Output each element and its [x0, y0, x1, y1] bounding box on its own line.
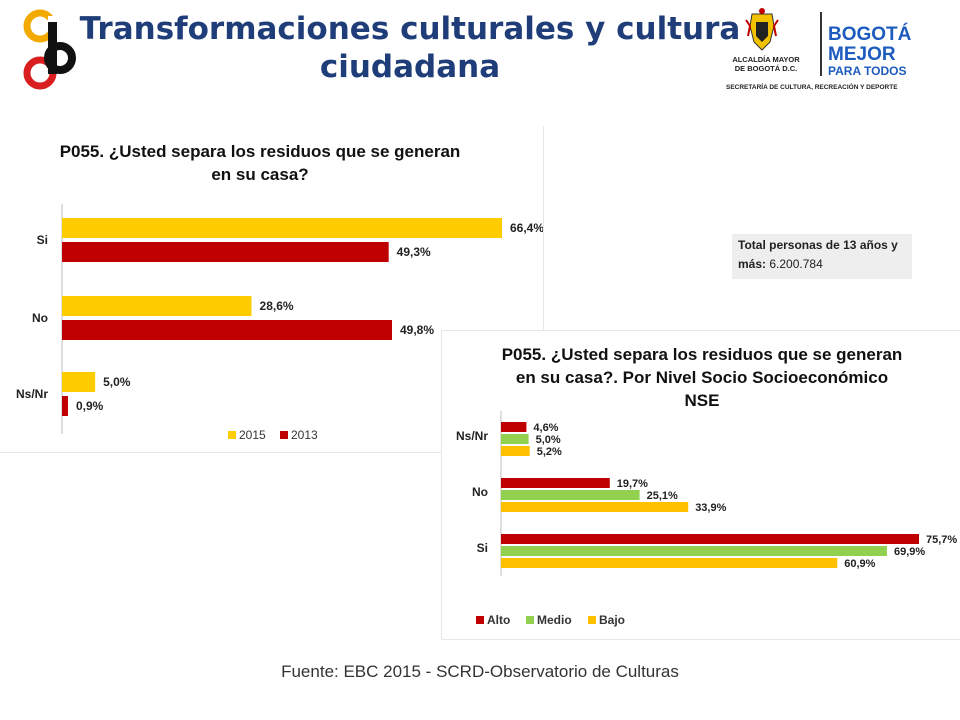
- gov-slogan3: PARA TODOS: [828, 64, 906, 78]
- chart2-legend-swatch: [588, 616, 596, 624]
- chart1-bar: [62, 218, 502, 238]
- chart2-title: P055. ¿Usted separa los residuos que se …: [462, 343, 942, 412]
- chart2-data-label: 25,1%: [647, 490, 678, 502]
- chart2-bar: [501, 546, 887, 556]
- chart2-data-label: 4,6%: [533, 422, 558, 434]
- chart1-data-label: 66,4%: [510, 221, 543, 235]
- chart2-category-label: No: [472, 485, 488, 499]
- chart2-title-line2: en su casa?. Por Nivel Socio Socioeconóm…: [515, 368, 889, 387]
- chart2-bar: [501, 558, 838, 568]
- coat-of-arms-icon: [745, 8, 779, 51]
- chart2-title-line1: P055. ¿Usted separa los residuos que se …: [501, 345, 903, 364]
- gov-slogan2: MEJOR: [828, 44, 896, 65]
- page-title-line1: Transformaciones culturales y cultura: [79, 11, 741, 47]
- chart1-bar: [62, 396, 68, 416]
- gov-line2: DE BOGOTÁ D.C.: [735, 64, 798, 73]
- chart1-data-label: 49,3%: [397, 245, 431, 259]
- gov-secretaria: SECRETARÍA DE CULTURA, RECREACIÓN Y DEPO…: [726, 82, 898, 91]
- chart1-category-label: Ns/Nr: [16, 387, 48, 401]
- population-label: Total personas de 13 años y más:: [738, 238, 898, 271]
- chart1-title-line1: P055. ¿Usted separa los residuos que se …: [59, 142, 461, 161]
- gov-line1: ALCALDÍA MAYOR: [732, 55, 800, 64]
- chart1-legend-swatch: [228, 431, 236, 439]
- chart-panel-nse: P055. ¿Usted separa los residuos que se …: [441, 330, 960, 640]
- chart1-title-line2: en su casa?: [211, 165, 309, 184]
- chart1-legend-label: 2013: [291, 428, 318, 442]
- chart2-legend-swatch: [476, 616, 484, 624]
- chart1-category-label: Si: [37, 233, 48, 247]
- chart1-category-label: No: [32, 311, 48, 325]
- chart1-legend-swatch: [280, 431, 288, 439]
- population-value: 6.200.784: [769, 257, 823, 271]
- chart1-legend-label: 2015: [239, 428, 266, 442]
- chart2-legend-label: Alto: [487, 613, 510, 627]
- page-title: Transformaciones culturales y cultura ci…: [60, 10, 760, 86]
- chart2-data-label: 19,7%: [617, 478, 648, 490]
- chart1-data-label: 0,9%: [76, 399, 104, 413]
- chart2-category-label: Ns/Nr: [456, 429, 488, 443]
- brand-logo: [18, 8, 78, 92]
- chart1-bar: [62, 242, 389, 262]
- chart2-data-label: 5,2%: [537, 446, 562, 458]
- chart2-title-line3: NSE: [684, 391, 720, 410]
- chart2-legend-swatch: [526, 616, 534, 624]
- chart2-bar: [501, 534, 919, 544]
- chart2-legend-label: Bajo: [599, 613, 625, 627]
- gov-slogan1: BOGOTÁ: [828, 23, 912, 45]
- chart2-plot: Ns/Nr 4,6%5,0%5,2% No 19,7%25,1% 33,9% Si 75,7…: [456, 411, 957, 627]
- chart1-bar: [62, 320, 392, 340]
- chart2-data-label: 33,9%: [695, 502, 726, 514]
- chart2-data-label: 60,9%: [844, 558, 875, 570]
- chart2-bar: [501, 422, 527, 432]
- government-logo: ALCALDÍA MAYOR DE BOGOTÁ D.C. BOGOTÁ MEJ…: [718, 6, 946, 94]
- chart2-legend-label: Medio: [537, 613, 572, 627]
- chart1-title: P055. ¿Usted separa los residuos que se …: [20, 140, 500, 186]
- chart2-bar: [501, 502, 689, 512]
- chart2-data-label: 75,7%: [926, 534, 957, 546]
- chart2-bar: [501, 490, 640, 500]
- population-note: Total personas de 13 años y más: 6.200.7…: [732, 234, 912, 279]
- chart2-bar: [501, 478, 610, 488]
- chart1-bar: [62, 372, 96, 392]
- chart1-data-label: 49,8%: [400, 323, 434, 337]
- chart1-data-label: 5,0%: [103, 375, 131, 389]
- chart2-data-label: 5,0%: [536, 434, 561, 446]
- chart1-plot: Si 66,4% 49,3% No 28,6% 49,8% Ns/Nr 5,0% 0,9% 201…: [16, 204, 543, 442]
- chart2-data-label: 69,9%: [894, 546, 925, 558]
- chart1-data-label: 28,6%: [260, 299, 294, 313]
- chart1-bar: [62, 296, 252, 316]
- chart2-category-label: Si: [477, 541, 488, 555]
- chart2-bar: [501, 434, 529, 444]
- chart2-bar: [501, 446, 530, 456]
- page-title-line2: ciudadana: [319, 49, 501, 85]
- source-note: Fuente: EBC 2015 - SCRD-Observatorio de …: [281, 662, 679, 681]
